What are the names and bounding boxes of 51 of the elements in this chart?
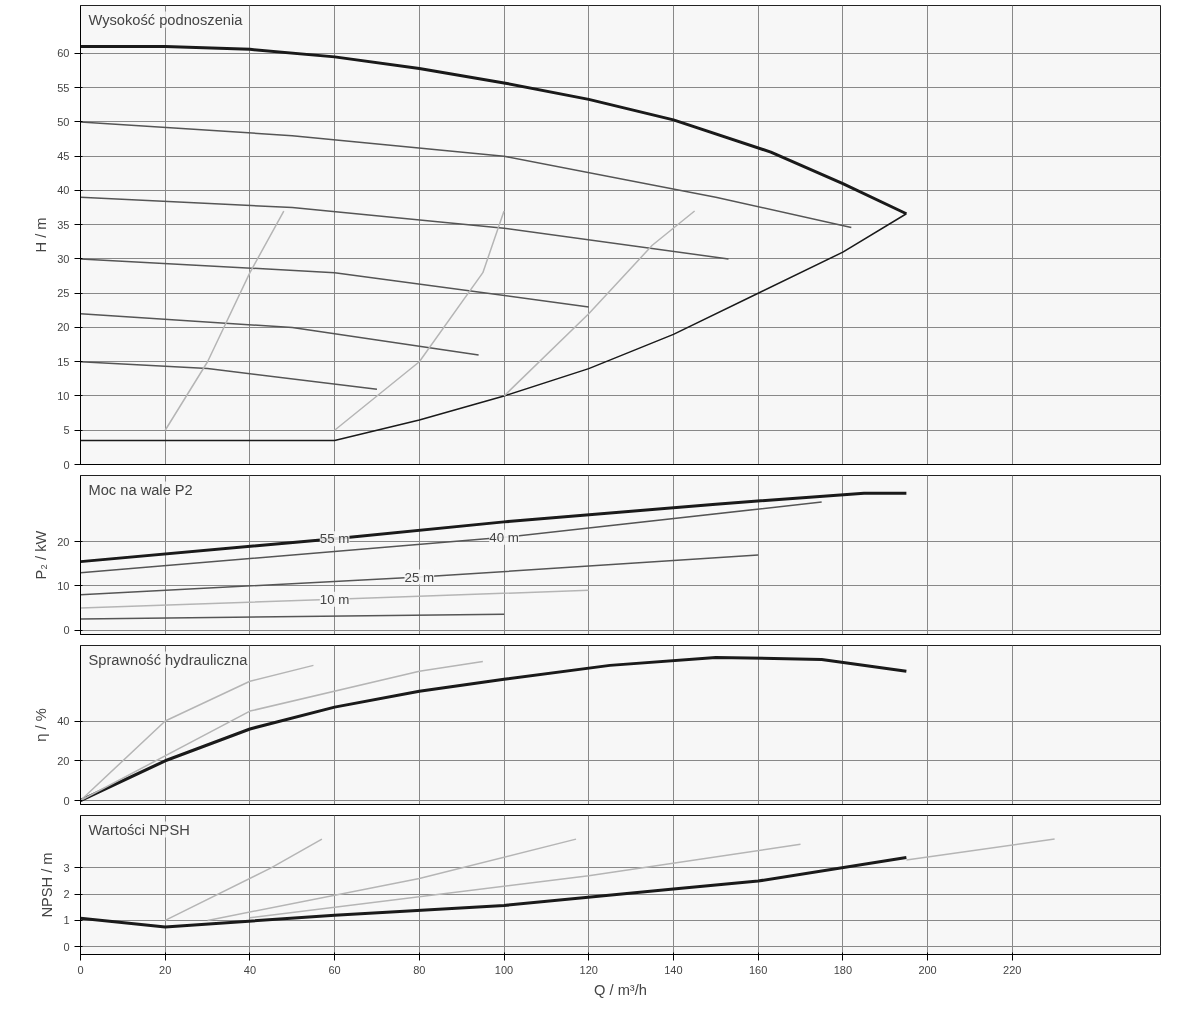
x-tick-label: 80 (413, 963, 426, 976)
x-tick-label: 120 (579, 963, 598, 976)
chart-title: Sprawność hydrauliczna (88, 651, 249, 668)
y-tick-label: 35 (57, 218, 70, 231)
x-tick-label: 20 (159, 963, 172, 976)
line-series (80, 196, 730, 260)
x-tick-label: 180 (833, 963, 853, 976)
line-series (333, 210, 505, 431)
y-tick-label: 40 (57, 715, 70, 728)
y-tick-label: 0 (63, 458, 70, 471)
y-tick-label: 5 (63, 424, 70, 437)
y-axis-title: η / % (33, 708, 50, 742)
y-tick-label: 25 (57, 287, 70, 300)
line-series (80, 655, 908, 803)
y-tick-label: 50 (57, 115, 70, 128)
y-tick-label: 3 (63, 861, 70, 874)
y-axis-title: NPSH / m (39, 852, 56, 918)
line-series (164, 210, 285, 431)
y-tick-label: 10 (57, 389, 70, 402)
y-tick-label: 45 (57, 150, 70, 163)
x-tick-label: 160 (748, 963, 768, 976)
line-series (80, 121, 853, 229)
line-series (80, 855, 908, 929)
y-axis-title: H / m (33, 217, 50, 253)
y-tick-label: 15 (57, 355, 70, 368)
chart-title: Wartości NPSH (88, 821, 190, 838)
y-tick-label: 0 (63, 794, 70, 807)
y-tick-label: 55 (57, 81, 70, 94)
x-tick-label: 40 (243, 963, 257, 976)
y-tick-label: 1 (63, 914, 70, 927)
line-series (503, 210, 696, 397)
x-tick-label: 100 (494, 963, 514, 976)
y-tick-label: 0 (63, 940, 70, 953)
y-tick-label: 40 (57, 184, 70, 197)
x-tick-label: 220 (1003, 963, 1022, 976)
chart-title: Wysokość podnoszenia (88, 11, 244, 28)
y-tick-label: 10 (57, 579, 70, 592)
x-tick-label: 0 (77, 963, 84, 976)
text: Moc na wale P2 (88, 481, 193, 498)
y-tick-label: 20 (57, 321, 70, 334)
x-tick-label: 200 (918, 963, 937, 976)
y-tick-label: 60 (57, 47, 70, 60)
y-axis-title: P₂ / kW (33, 530, 50, 580)
x-tick-label: 60 (328, 963, 341, 976)
x-axis-title: Q / m³/h (594, 981, 647, 998)
y-tick-label: 20 (57, 535, 70, 548)
y-tick-label: 30 (57, 252, 70, 265)
y-tick-label: 2 (63, 888, 70, 901)
x-tick-label: 140 (664, 963, 683, 976)
y-tick-label: 20 (57, 754, 70, 767)
y-tick-label: 0 (63, 624, 70, 637)
